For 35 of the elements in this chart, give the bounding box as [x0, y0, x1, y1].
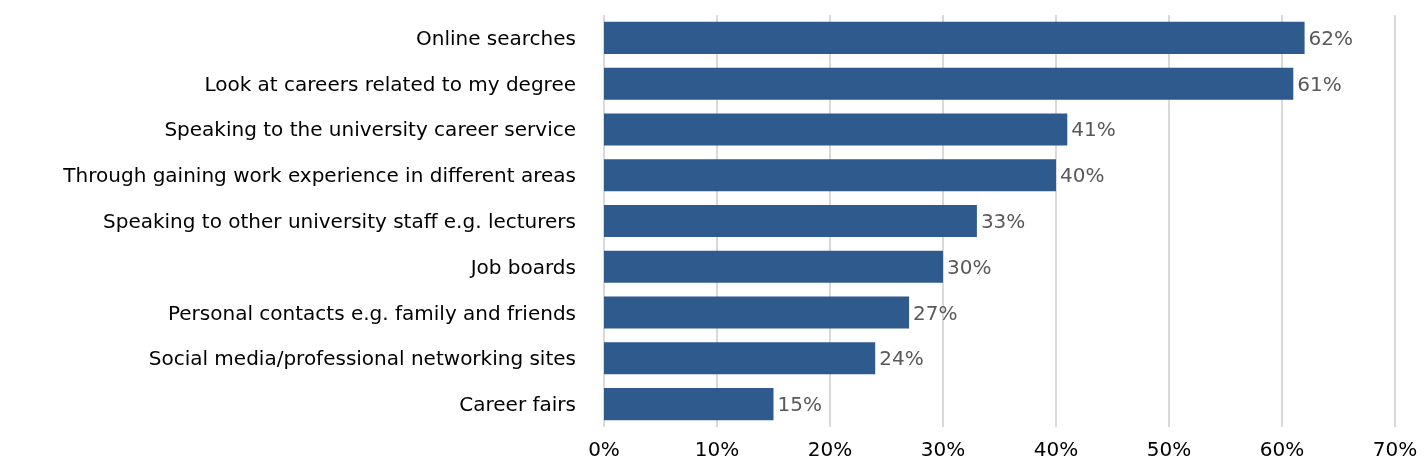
bar — [604, 388, 774, 421]
x-tick-label: 0% — [588, 437, 620, 459]
data-label: 62% — [1308, 25, 1354, 50]
bar — [604, 21, 1305, 54]
bar — [604, 204, 977, 238]
y-tick-label: Social media/professional networking sites — [148, 346, 576, 371]
data-label: 27% — [913, 300, 958, 325]
x-tick-label: 30% — [920, 437, 966, 459]
data-label: 24% — [879, 346, 924, 371]
y-tick-label: Speaking to the university career service — [164, 117, 576, 142]
data-label: 41% — [1071, 117, 1116, 142]
data-label: 15% — [777, 392, 822, 417]
data-label: 61% — [1297, 71, 1342, 96]
bar — [604, 113, 1068, 146]
x-tick-label: 60% — [1259, 437, 1305, 459]
y-tick-label: Speaking to other university staff e.g. lecturers — [102, 209, 576, 233]
bar — [604, 342, 876, 375]
y-tick-label: Online searches — [415, 25, 576, 50]
y-tick-label: Through gaining work experience in different areas — [62, 163, 576, 188]
y-tick-label: Personal contacts e.g. family and friends — [167, 300, 576, 325]
bar — [604, 67, 1294, 100]
bar — [604, 159, 1056, 192]
y-tick-label: Look at careers related to my degree — [204, 71, 576, 96]
x-tick-label: 40% — [1033, 437, 1079, 459]
y-tick-label: Career fairs — [459, 392, 576, 417]
data-label: 33% — [980, 209, 1026, 233]
y-tick-label: Job boards — [468, 254, 576, 279]
x-tick-label: 10% — [694, 437, 740, 459]
x-tick-label: 70% — [1372, 437, 1418, 459]
bar — [604, 250, 943, 283]
x-tick-label: 50% — [1146, 437, 1192, 459]
bar — [604, 296, 910, 329]
data-label: 40% — [1060, 163, 1105, 188]
data-label: 30% — [947, 254, 992, 279]
x-tick-label: 20% — [807, 437, 853, 459]
